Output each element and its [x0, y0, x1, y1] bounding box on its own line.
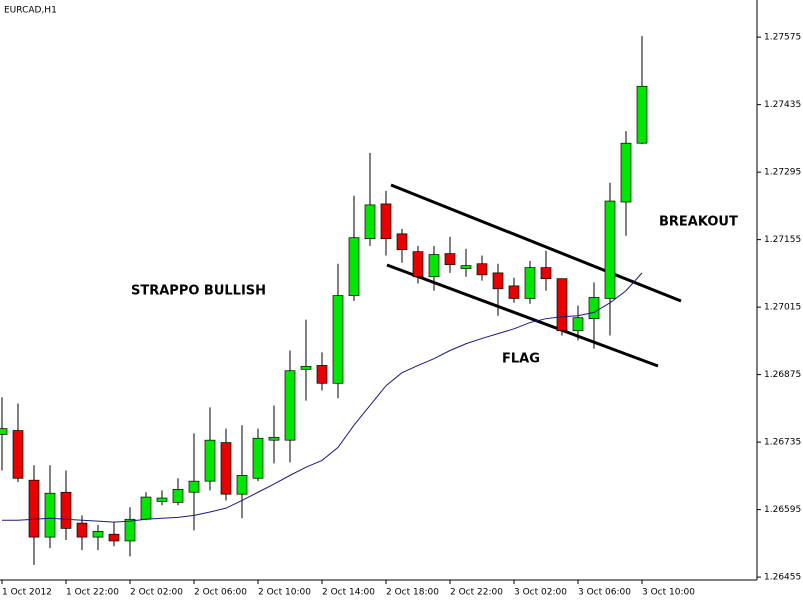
candle-body [588, 297, 600, 320]
x-tick-label: 2 Oct 06:00 [194, 588, 247, 598]
candle-body [268, 436, 280, 441]
candle-body [412, 251, 424, 278]
candle-body [204, 439, 216, 482]
candle-body [604, 200, 616, 299]
y-tick-label: 1.26875 [764, 370, 801, 380]
candle-body [636, 85, 648, 144]
chart-title: EURCAD,H1 [4, 6, 57, 16]
y-tick-label: 1.27015 [764, 303, 801, 313]
y-tick-label: 1.27575 [764, 33, 801, 43]
candle-body [364, 204, 376, 240]
candle-body [124, 518, 136, 542]
candle-body [156, 497, 168, 502]
x-tick-label: 3 Oct 06:00 [578, 588, 631, 598]
candle-body [476, 263, 488, 276]
candle-body [620, 142, 632, 203]
candle-body [332, 295, 344, 384]
candle-body [380, 203, 392, 240]
y-tick-label: 1.27435 [764, 100, 801, 110]
candle-body [44, 492, 56, 538]
moving-average [2, 272, 643, 523]
candle-body [188, 480, 200, 493]
candle-body [572, 317, 584, 332]
candle-body [540, 267, 552, 280]
candle-body [492, 272, 504, 290]
x-tick-label: 2 Oct 14:00 [322, 588, 375, 598]
y-tick-label: 1.27295 [764, 168, 801, 178]
candle-body [316, 365, 328, 384]
x-tick-label: 3 Oct 02:00 [514, 588, 567, 598]
x-tick-label: 2 Oct 02:00 [130, 588, 183, 598]
y-tick-label: 1.26735 [764, 438, 801, 448]
x-tick-label: 1 Oct 22:00 [66, 588, 119, 598]
candle-body [172, 489, 184, 503]
candle-body [444, 253, 456, 266]
candle-body [300, 366, 312, 370]
candle-body [236, 475, 248, 495]
x-tick-label: 1 Oct 2012 [2, 588, 52, 598]
candle-body [220, 442, 232, 495]
candle-body [428, 254, 440, 278]
candle-body [76, 522, 88, 538]
candle-body [140, 496, 152, 520]
candle-body [460, 265, 472, 269]
x-tick-label: 2 Oct 18:00 [386, 588, 439, 598]
candle-body [60, 491, 72, 529]
candle-body [556, 278, 568, 332]
candle-body [12, 430, 24, 479]
candle-body [252, 437, 264, 479]
candle-body [396, 233, 408, 251]
candle-body [508, 285, 520, 299]
y-tick-label: 1.27155 [764, 235, 801, 245]
annotation: STRAPPO BULLISH [131, 284, 266, 299]
candle-body [108, 533, 120, 542]
candle-body [348, 237, 360, 296]
x-tick-label: 2 Oct 22:00 [450, 588, 503, 598]
candle-body [524, 267, 536, 299]
candle-body [284, 370, 296, 441]
flag-upper-line [390, 183, 682, 303]
annotation: FLAG [502, 352, 540, 367]
y-tick-label: 1.26455 [764, 573, 801, 583]
candle-body [0, 428, 8, 435]
x-tick-label: 2 Oct 10:00 [258, 588, 311, 598]
candle-body [92, 530, 104, 538]
candle-body [28, 479, 40, 538]
x-tick-label: 3 Oct 10:00 [642, 588, 695, 598]
y-tick-label: 1.26595 [764, 505, 801, 515]
annotation: BREAKOUT [659, 215, 738, 230]
flag-lower-line [386, 263, 659, 368]
